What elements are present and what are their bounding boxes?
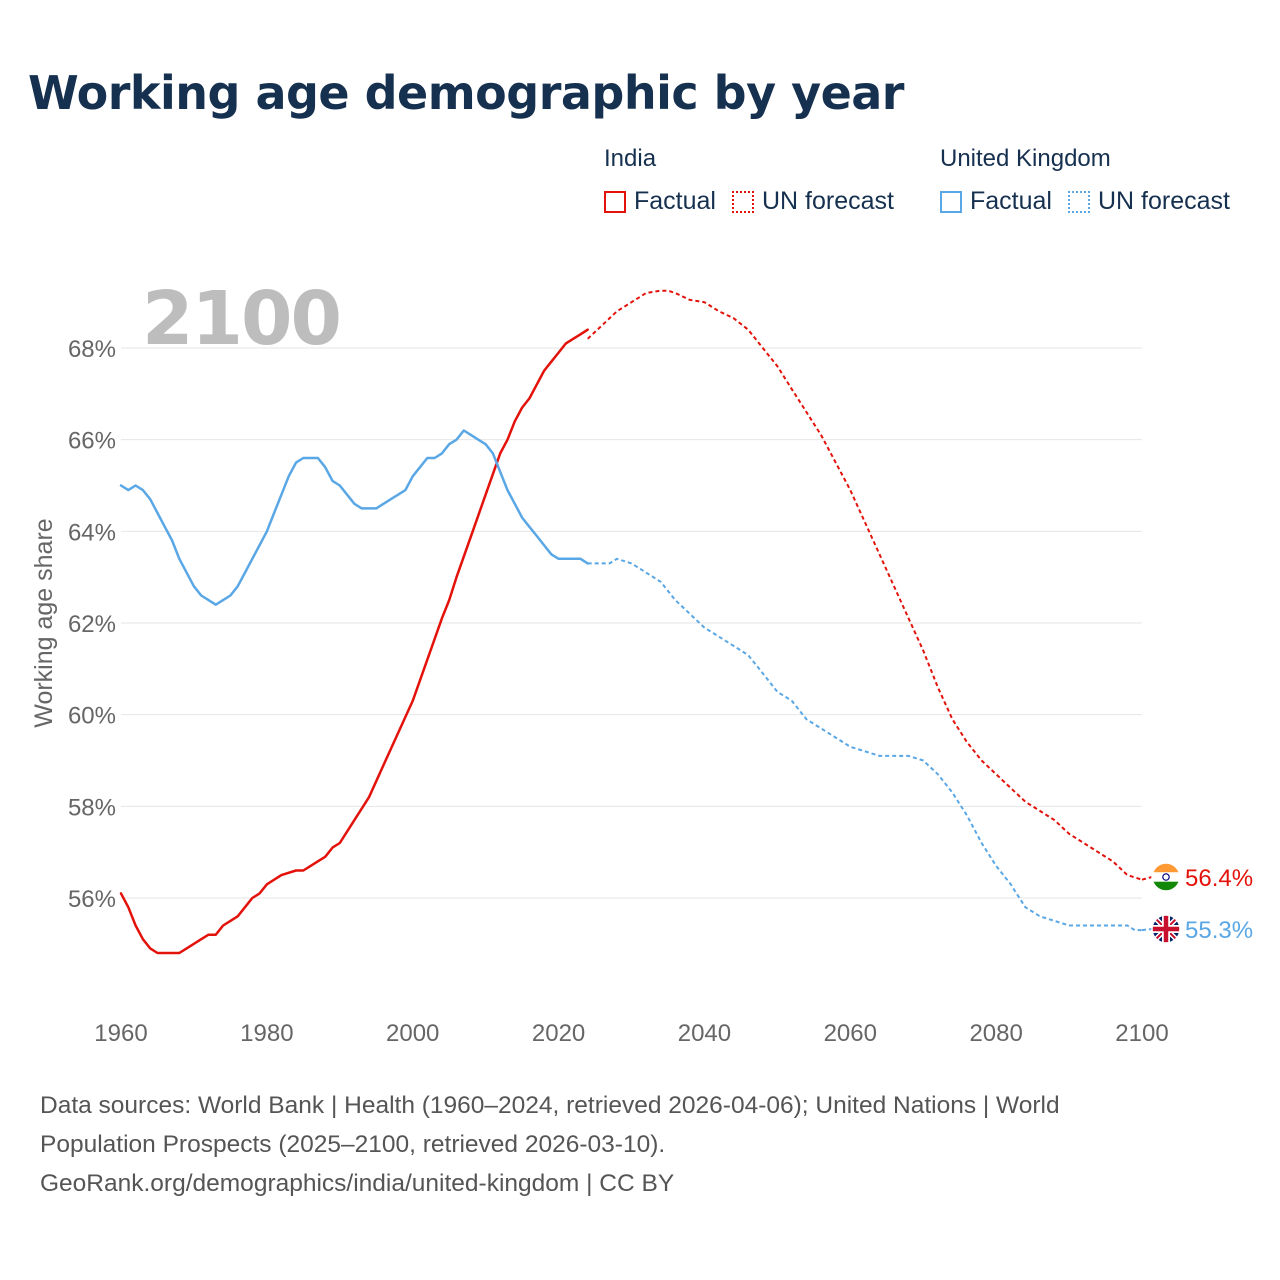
x-axis-ticks: 1960 1980 2000 2020 2040 2060 2080 2100 <box>94 1020 1168 1047</box>
y-tick-label: 68% <box>68 336 116 363</box>
series-line-united-kingdom-factual[interactable] <box>119 429 589 606</box>
series-lines <box>119 289 1143 955</box>
x-tick-label: 1960 <box>94 1020 147 1047</box>
y-axis-label: Working age share <box>30 518 58 727</box>
legend-group-name: United Kingdom <box>940 145 1111 172</box>
page-title: Working age demographic by year <box>28 66 905 120</box>
y-tick-label: 58% <box>68 794 116 821</box>
end-connector <box>1141 928 1153 932</box>
x-tick-label: 2100 <box>1115 1020 1168 1047</box>
end-value-label: 56.4% <box>1185 865 1253 892</box>
y-tick-label: 62% <box>68 611 116 638</box>
legend-uk-factual[interactable]: Factual <box>940 187 1052 216</box>
year-overlay: 2100 <box>142 276 342 362</box>
series-line-united-kingdom-forecast[interactable] <box>587 557 1142 932</box>
sources-line: Population Prospects (2025–2100, retriev… <box>40 1131 666 1158</box>
end-markers: 56.4% 55.3% <box>1141 862 1253 944</box>
united-kingdom-flag-icon <box>1151 914 1181 944</box>
legend-swatch-solid <box>940 190 962 213</box>
y-tick-label: 66% <box>68 428 116 455</box>
legend-swatch-dotted <box>1067 190 1090 213</box>
legend-swatch-dotted <box>731 190 754 213</box>
y-tick-label: 56% <box>68 886 116 913</box>
y-tick-label: 64% <box>68 519 116 546</box>
x-tick-label: 1980 <box>240 1020 293 1047</box>
legend-india-forecast[interactable]: UN forecast <box>731 187 894 216</box>
x-tick-label: 2020 <box>532 1020 585 1047</box>
y-tick-label: 60% <box>68 703 116 730</box>
end-connector <box>1141 876 1153 881</box>
legend-india-factual[interactable]: Factual <box>604 187 716 216</box>
grid-lines <box>121 347 1142 899</box>
india-flag-icon <box>1151 862 1181 892</box>
legend-label: Factual <box>970 187 1052 215</box>
legend-uk-forecast[interactable]: UN forecast <box>1067 187 1230 216</box>
y-axis-ticks: 56% 58% 60% 62% 64% 66% 68% <box>68 336 116 913</box>
legend-swatch-solid <box>604 190 626 213</box>
x-tick-label: 2040 <box>678 1020 731 1047</box>
legend-group-name: India <box>604 145 657 172</box>
sources-line[interactable]: GeoRank.org/demographics/india/united-ki… <box>40 1170 675 1197</box>
end-value-label: 55.3% <box>1185 917 1253 944</box>
sources-line: Data sources: World Bank | Health (1960–… <box>40 1092 1060 1119</box>
x-tick-label: 2080 <box>969 1020 1022 1047</box>
x-tick-label: 2060 <box>824 1020 877 1047</box>
legend-label: UN forecast <box>1097 187 1230 215</box>
legend-group-united-kingdom: United Kingdom Factual UN forecast <box>940 145 1246 216</box>
series-line-india-forecast[interactable] <box>587 289 1143 881</box>
data-sources: Data sources: World Bank | Health (1960–… <box>40 1086 1240 1203</box>
legend-label: Factual <box>634 187 716 215</box>
legend-group-india: India Factual UN forecast <box>604 145 910 216</box>
legend-label: UN forecast <box>761 187 894 215</box>
x-tick-label: 2000 <box>386 1020 439 1047</box>
series-line-india-factual[interactable] <box>119 328 589 955</box>
